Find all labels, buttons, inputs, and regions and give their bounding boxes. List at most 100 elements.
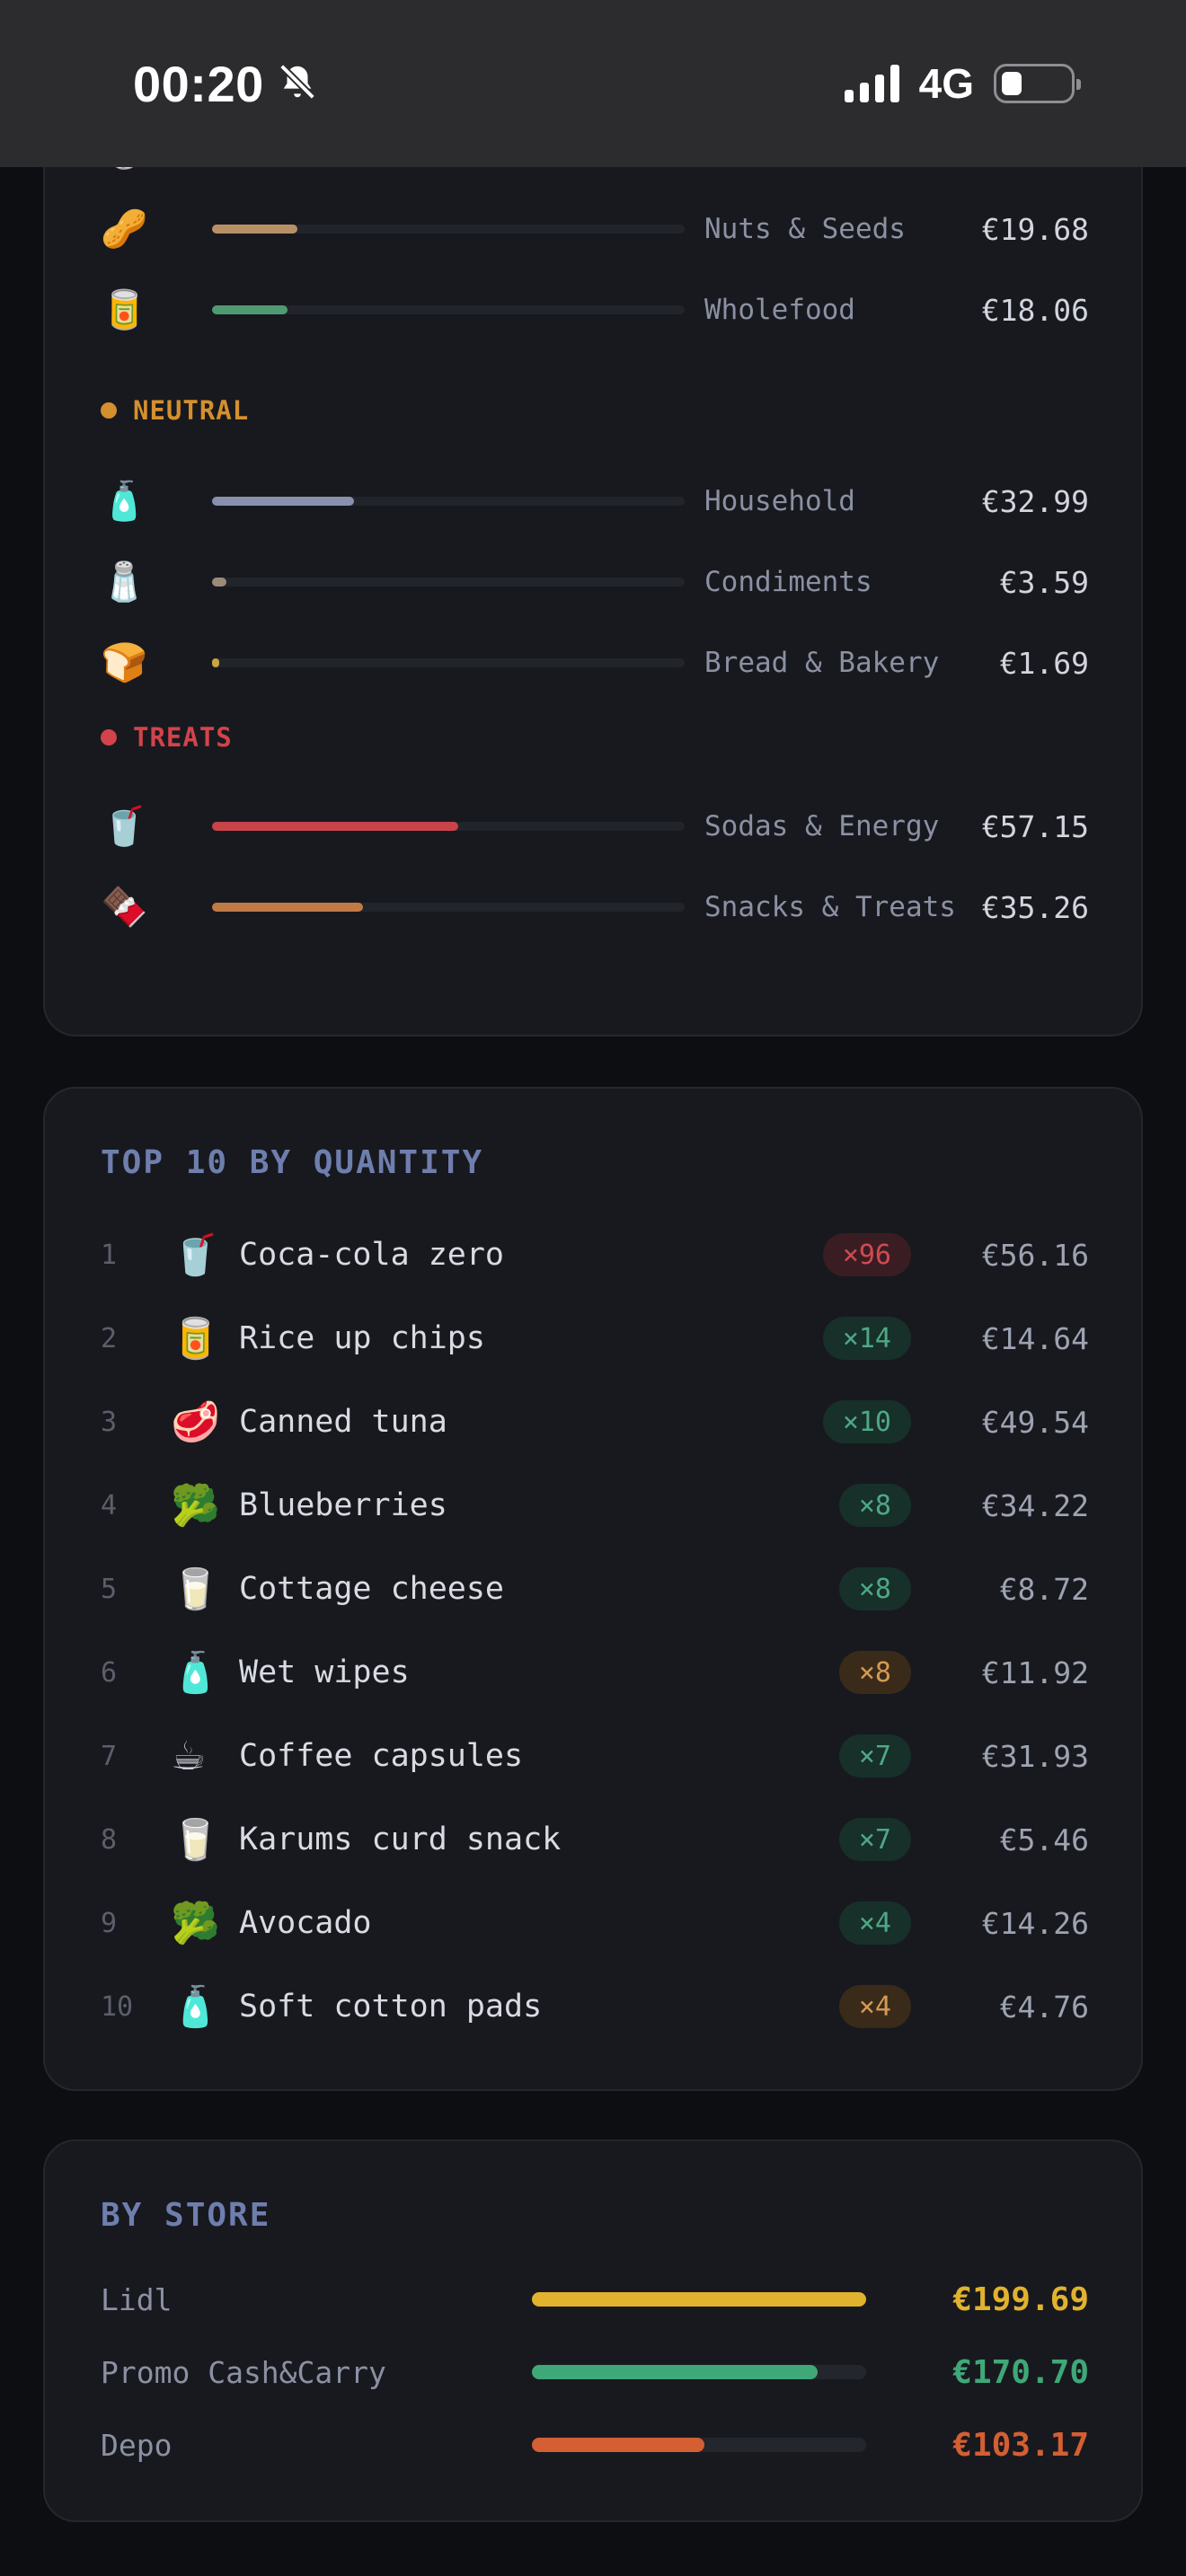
- quantity-badge: ×10: [822, 1400, 911, 1443]
- peanut-icon: 🥜: [101, 207, 148, 251]
- store-amount: €199.69: [952, 2280, 1089, 2318]
- battery-icon: [994, 64, 1081, 103]
- top10-row[interactable]: 8 🥛 Karums curd snack ×7 €5.46: [101, 1813, 1089, 1866]
- item-price: €14.64: [981, 1320, 1089, 1356]
- store-row[interactable]: Depo €103.17: [101, 2418, 1089, 2472]
- coffee-cup-icon: ☕: [171, 1733, 207, 1779]
- network-type: 4G: [918, 60, 974, 107]
- store-bar-fill: [532, 2292, 866, 2307]
- top10-card: TOP 10 BY QUANTITY 1 🥤 Coca-cola zero ×96 €5…: [43, 1087, 1143, 2091]
- category-label: Bread & Bakery: [704, 647, 940, 679]
- top10-row[interactable]: 2 🥫 Rice up chips ×14 €14.64: [101, 1311, 1089, 1365]
- category-amount: €19.68: [981, 211, 1089, 247]
- quantity-badge: ×8: [838, 1567, 911, 1610]
- category-bar-fill: [212, 578, 226, 587]
- broccoli-icon: 🥦: [171, 1901, 220, 1946]
- category-bar-track: [212, 578, 685, 587]
- item-rank: 1: [101, 1239, 118, 1271]
- bread-icon: 🍞: [101, 640, 148, 684]
- group-treats-header: TREATS: [101, 722, 233, 753]
- bell-muted-icon: [277, 61, 318, 106]
- item-price: €49.54: [981, 1404, 1089, 1440]
- category-row[interactable]: 🍫 Snacks & Treats €35.26: [101, 880, 1089, 934]
- quantity-badge: ×14: [822, 1317, 911, 1360]
- top10-row[interactable]: 1 🥤 Coca-cola zero ×96 €56.16: [101, 1228, 1089, 1282]
- meat-cut-icon: 🥩: [171, 1399, 220, 1445]
- store-amount: €103.17: [952, 2426, 1089, 2464]
- top10-row[interactable]: 10 🧴 Soft cotton pads ×4 €4.76: [101, 1980, 1089, 2033]
- category-label: Nuts & Seeds: [704, 213, 906, 245]
- category-bar-track: [212, 305, 685, 314]
- category-label: Wholefood: [704, 294, 855, 326]
- canned-food-icon: 🥫: [171, 1316, 220, 1362]
- category-bar-fill: [212, 225, 297, 234]
- top10-row[interactable]: 5 🥛 Cottage cheese ×8 €8.72: [101, 1562, 1089, 1616]
- category-bar-track: [212, 822, 685, 831]
- category-amount: €57.15: [981, 808, 1089, 844]
- item-price: €8.72: [999, 1571, 1089, 1607]
- category-row[interactable]: 🧴 Household €32.99: [101, 474, 1089, 528]
- item-name: Rice up chips: [239, 1320, 485, 1356]
- category-label: Sodas & Energy: [704, 810, 940, 842]
- store-name: Promo Cash&Carry: [101, 2354, 386, 2390]
- lotion-bottle-icon: 🧴: [171, 1984, 220, 2030]
- store-bar-track: [532, 2438, 866, 2452]
- status-time: 00:20: [133, 55, 264, 112]
- category-amount: €35.26: [981, 889, 1089, 925]
- item-name: Blueberries: [239, 1487, 447, 1523]
- top10-row[interactable]: 4 🥦 Blueberries ×8 €34.22: [101, 1478, 1089, 1532]
- category-row[interactable]: 🥤 Sodas & Energy €57.15: [101, 799, 1089, 853]
- store-name: Lidl: [101, 2281, 173, 2317]
- top10-row[interactable]: 9 🥦 Avocado ×4 €14.26: [101, 1896, 1089, 1950]
- item-rank: 7: [101, 1740, 118, 1772]
- status-right: 4G: [844, 59, 1081, 108]
- quantity-badge: ×8: [838, 1651, 911, 1694]
- item-price: €5.46: [999, 1822, 1089, 1857]
- quantity-badge: ×7: [838, 1734, 911, 1778]
- soda-cup-icon: 🥤: [171, 1232, 220, 1278]
- store-row[interactable]: Lidl €199.69: [101, 2272, 1089, 2326]
- category-bar-fill: [212, 903, 364, 912]
- item-name: Avocado: [239, 1905, 372, 1941]
- store-amount: €170.70: [952, 2353, 1089, 2391]
- item-price: €34.22: [981, 1487, 1089, 1523]
- top10-row[interactable]: 3 🥩 Canned tuna ×10 €49.54: [101, 1395, 1089, 1449]
- top10-row[interactable]: 7 ☕ Coffee capsules ×7 €31.93: [101, 1729, 1089, 1783]
- item-name: Canned tuna: [239, 1404, 447, 1440]
- category-amount: €32.99: [981, 483, 1089, 519]
- top10-row[interactable]: 6 🧴 Wet wipes ×8 €11.92: [101, 1645, 1089, 1699]
- milk-glass-icon: 🥛: [171, 1566, 220, 1612]
- group-dot-icon: [101, 729, 117, 745]
- category-bar-track: [212, 497, 685, 506]
- item-name: Coffee capsules: [239, 1738, 524, 1774]
- category-row[interactable]: 🥫 Wholefood €18.06: [101, 283, 1089, 337]
- category-row[interactable]: 🍞 Bread & Bakery €1.69: [101, 636, 1089, 690]
- category-label: Condiments: [704, 566, 872, 598]
- category-row[interactable]: 🥜 Nuts & Seeds €19.68: [101, 202, 1089, 256]
- category-bar-fill: [212, 305, 288, 314]
- item-name: Karums curd snack: [239, 1822, 562, 1857]
- signal-strength-icon: [844, 65, 899, 102]
- item-price: €14.26: [981, 1905, 1089, 1941]
- item-rank: 2: [101, 1322, 118, 1354]
- category-bar-fill: [212, 658, 219, 667]
- category-breakdown-card: 🥛Dairy & Eggs€34.51🥜Nuts & Seeds€19.68🥫W…: [43, 108, 1143, 1037]
- chocolate-bar-icon: 🍫: [101, 885, 148, 929]
- quantity-badge: ×4: [838, 1985, 911, 2028]
- category-amount: €3.59: [999, 564, 1089, 600]
- lotion-bottle-icon: 🧴: [101, 479, 148, 523]
- item-price: €4.76: [999, 1989, 1089, 2025]
- category-bar-track: [212, 903, 685, 912]
- store-name: Depo: [101, 2427, 173, 2463]
- group-dot-icon: [101, 402, 117, 419]
- item-name: Coca-cola zero: [239, 1237, 505, 1273]
- by-store-card: BY STORE Lidl €199.69 Promo Cash&Carry €170…: [43, 2139, 1143, 2522]
- item-price: €11.92: [981, 1654, 1089, 1690]
- battery-level: [1002, 72, 1022, 95]
- store-row[interactable]: Promo Cash&Carry €170.70: [101, 2345, 1089, 2399]
- category-label: Snacks & Treats: [704, 891, 956, 923]
- item-rank: 10: [101, 1990, 134, 2023]
- item-rank: 4: [101, 1489, 118, 1522]
- category-row[interactable]: 🧂 Condiments €3.59: [101, 555, 1089, 609]
- category-label: Household: [704, 485, 855, 517]
